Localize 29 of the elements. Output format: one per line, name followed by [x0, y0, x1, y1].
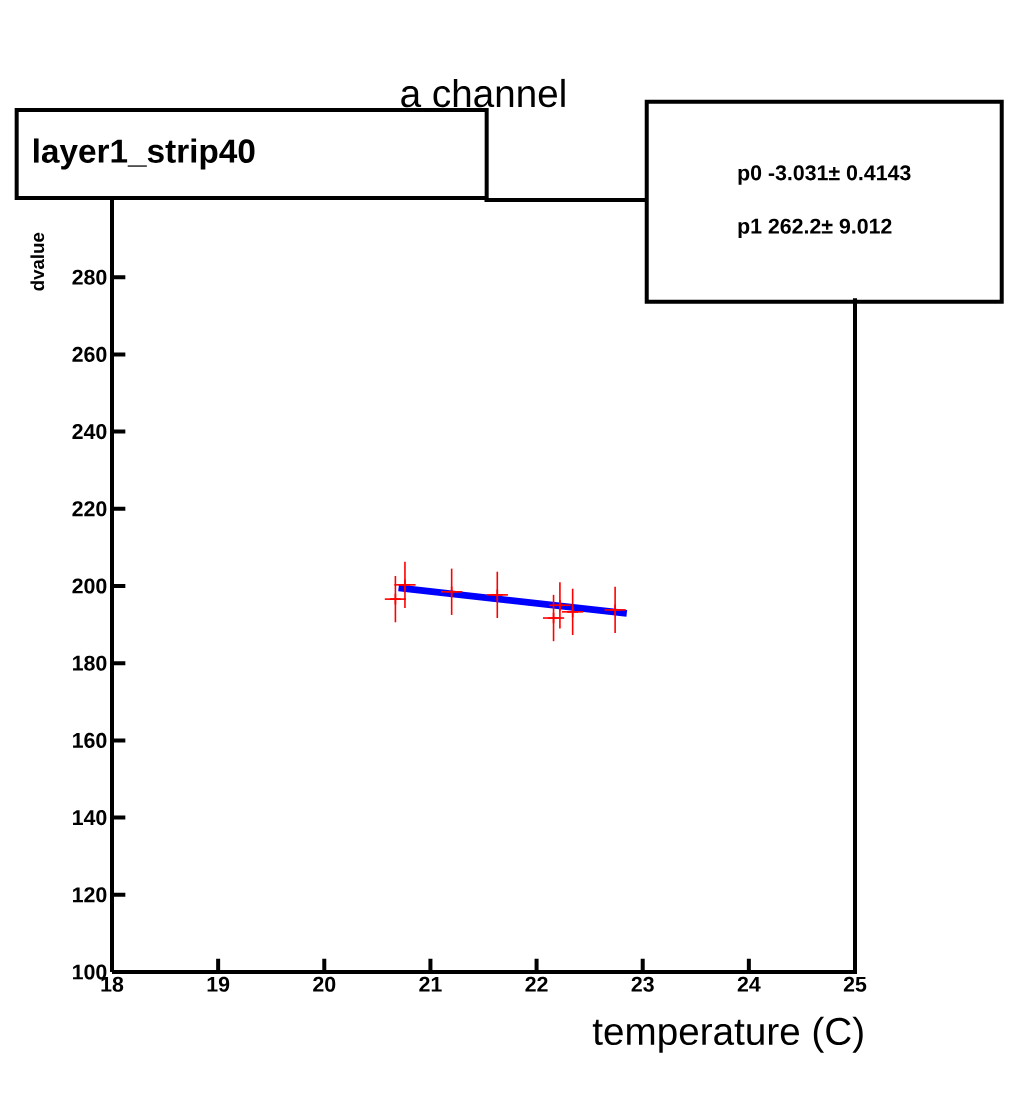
- text: p0 -3.031± 0.4143: [738, 165, 911, 185]
- x-tick-label: 23: [631, 976, 654, 992]
- point: [398, 578, 412, 591]
- point: [608, 603, 622, 617]
- y-tick-label: 240: [72, 424, 107, 440]
- y-tick-label: 160: [73, 732, 107, 748]
- x-tick-label: 24: [737, 976, 761, 992]
- y-tick-label: 120: [73, 887, 107, 903]
- point: [491, 588, 504, 602]
- x-tick-label: 21: [419, 976, 442, 992]
- x-tick-label: 22: [525, 976, 548, 992]
- y-tick-label: 180: [73, 655, 107, 671]
- y-tick-label: 220: [72, 501, 107, 517]
- point: [445, 585, 458, 598]
- point: [566, 605, 579, 618]
- point: [389, 592, 402, 606]
- x-tick-label: 20: [313, 976, 336, 992]
- x-tick-label: 19: [207, 976, 230, 992]
- y-tick-label: 260: [72, 346, 107, 362]
- y-axis-title: dvalue: [30, 232, 45, 291]
- y-tick-label: 140: [73, 810, 107, 826]
- y-tick-label: 280: [72, 269, 107, 285]
- text: layer1_strip40: [33, 138, 255, 170]
- annotation: p1 262.2± 9.012: [738, 218, 892, 238]
- x-axis-title: temperature (C): [592, 1016, 863, 1053]
- y-tick-label: 200: [72, 578, 107, 594]
- chart-title: a channel: [401, 78, 565, 108]
- point: [547, 611, 560, 625]
- x-tick-label: 25: [843, 976, 867, 992]
